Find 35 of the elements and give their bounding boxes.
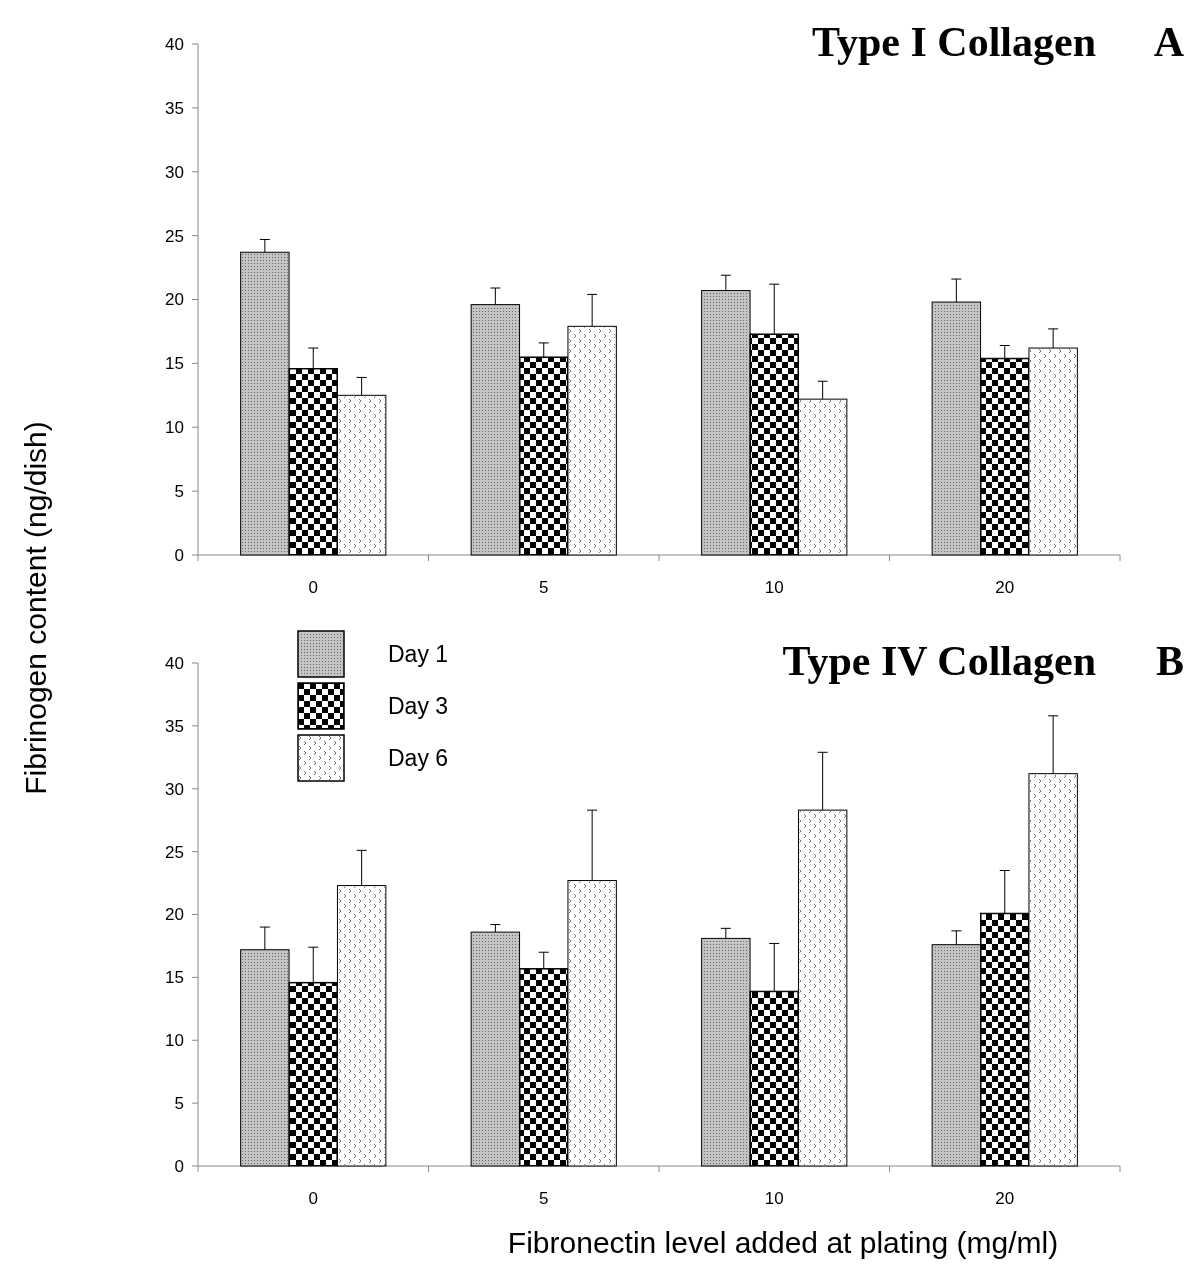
y-tick-label: 5 [174,482,184,502]
y-tick-label: 30 [165,779,184,799]
legend-label: Day 3 [388,693,449,720]
x-tick-label: 20 [995,578,1015,597]
text: A [1153,19,1185,65]
x-tick-label: 5 [539,1189,549,1208]
text: B [1155,638,1184,684]
chart-title: Type I Collagen [812,19,1096,65]
x-tick-label: 5 [539,578,549,597]
y-tick-label: 10 [165,1031,184,1051]
y-tick-label: 20 [165,905,184,925]
y-tick-label: 40 [165,34,184,54]
y-tick-label: 0 [174,1156,184,1176]
x-axis-title: Fibronectin level added at plating (mg/ml) [507,1226,1059,1259]
y-tick-label: 0 [174,545,184,565]
x-tick-label: 0 [308,1189,318,1208]
y-tick-label: 35 [165,98,184,118]
y-tick-label: 10 [165,418,184,438]
y-tick-label: 25 [165,226,184,246]
x-tick-label: 10 [764,1189,784,1208]
y-tick-label: 35 [165,716,184,736]
x-tick-label: 0 [308,578,318,597]
y-tick-label: 30 [165,162,184,182]
y-tick-label: 40 [165,653,184,673]
y-tick-label: 20 [165,290,184,310]
legend-label: Day 6 [388,745,449,772]
y-tick-label: 25 [165,842,184,862]
x-tick-label: 10 [764,578,784,597]
y-tick-label: 15 [165,354,184,374]
y-tick-label: 5 [174,1094,184,1114]
y-tick-label: 15 [165,968,184,988]
x-tick-label: 20 [995,1189,1015,1208]
legend-label: Day 1 [388,641,449,668]
y-axis-title: Fibrinogen content (ng/dish) [19,421,52,795]
chart-title: Type IV Collagen [782,638,1096,684]
